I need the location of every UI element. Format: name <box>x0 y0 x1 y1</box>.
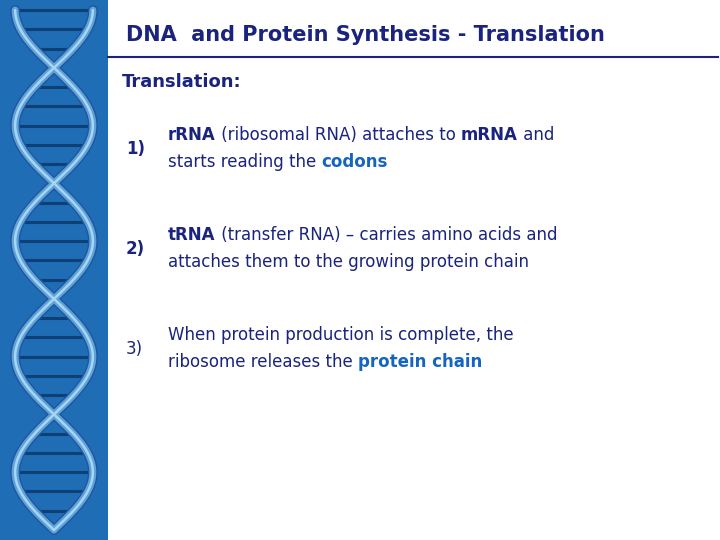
Text: (ribosomal RNA) attaches to: (ribosomal RNA) attaches to <box>216 126 461 144</box>
Text: ribosome releases the: ribosome releases the <box>168 353 358 371</box>
Text: 1): 1) <box>126 139 145 158</box>
Text: tRNA: tRNA <box>168 226 215 244</box>
Text: codons: codons <box>322 153 388 171</box>
Text: attaches them to the growing protein chain: attaches them to the growing protein cha… <box>168 253 529 271</box>
Text: Translation:: Translation: <box>122 73 242 91</box>
Text: mRNA: mRNA <box>461 126 518 144</box>
Text: starts reading the: starts reading the <box>168 153 322 171</box>
Text: and: and <box>518 126 554 144</box>
Text: When protein production is complete, the: When protein production is complete, the <box>168 326 513 344</box>
Bar <box>108 0 720 540</box>
Text: 2): 2) <box>126 240 145 258</box>
Text: rRNA: rRNA <box>168 126 216 144</box>
Text: 3): 3) <box>126 340 143 357</box>
Text: protein chain: protein chain <box>358 353 482 371</box>
Bar <box>0 0 108 540</box>
Text: DNA  and Protein Synthesis - Translation: DNA and Protein Synthesis - Translation <box>126 25 605 45</box>
Text: (transfer RNA) – carries amino acids and: (transfer RNA) – carries amino acids and <box>215 226 557 244</box>
